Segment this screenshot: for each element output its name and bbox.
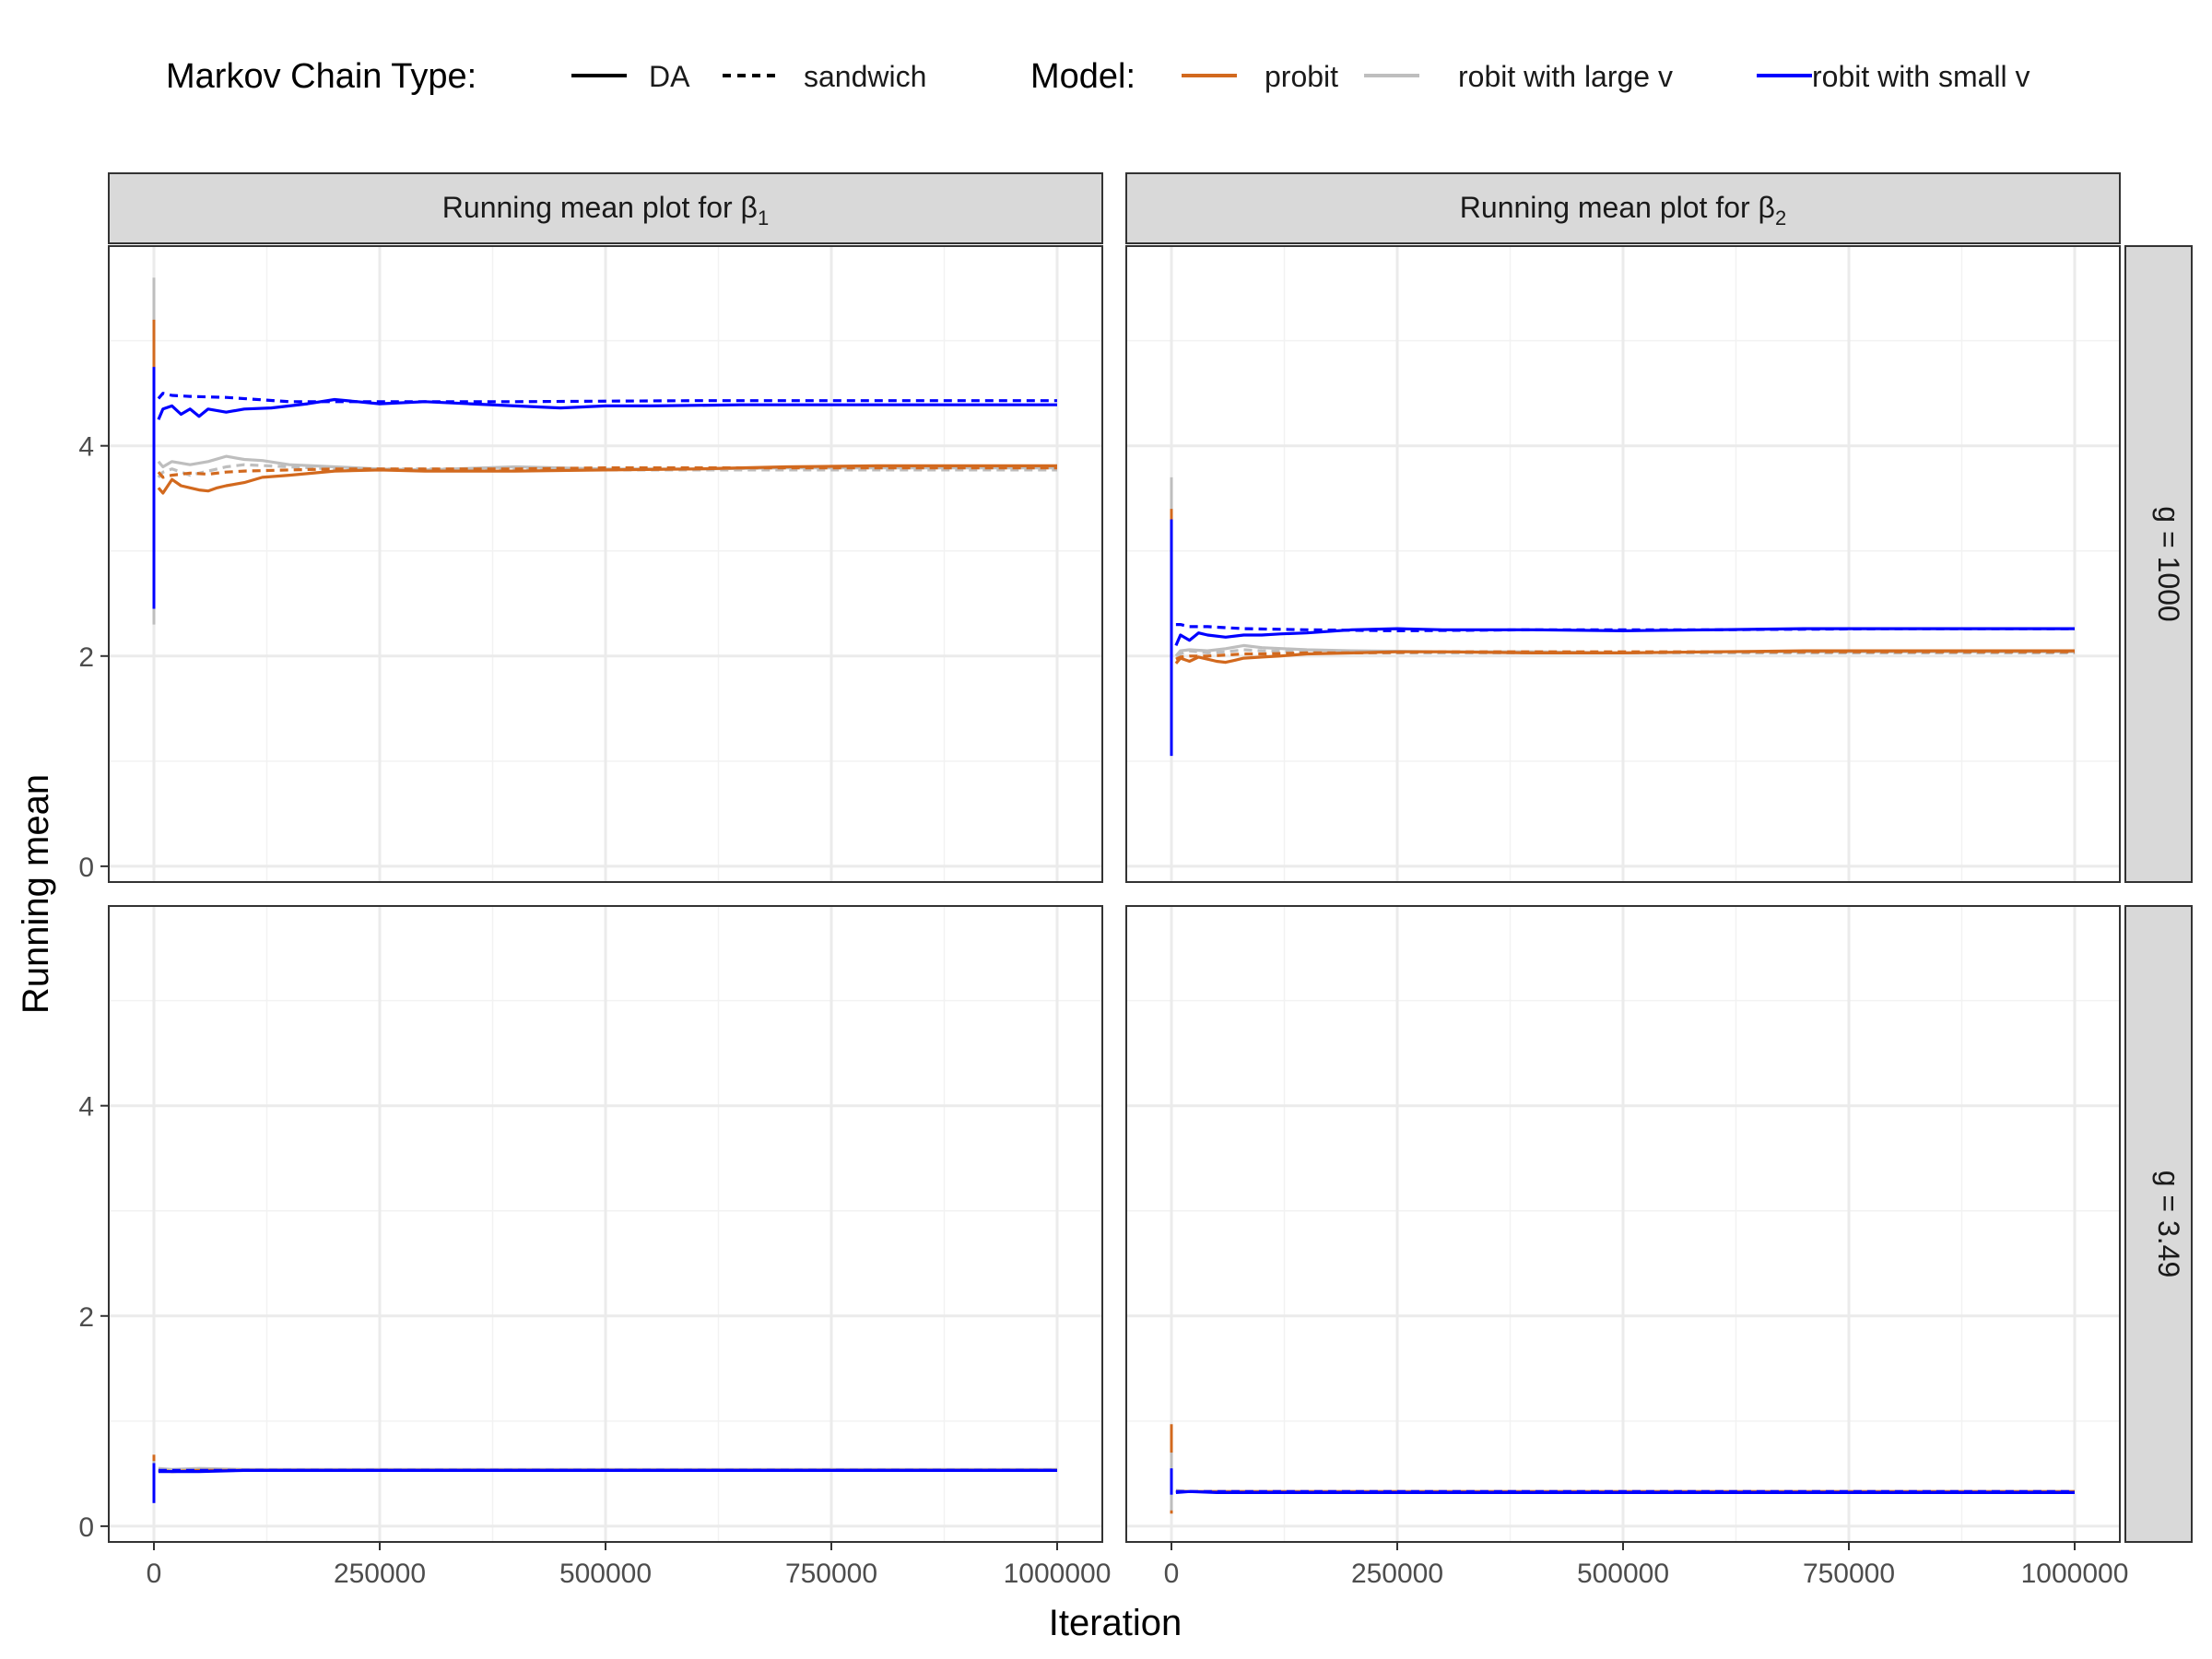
legend-label-robit-small: robit with small v [1812, 60, 2030, 93]
x-tick-label: 250000 [334, 1559, 426, 1589]
series-line-probit-sandwich [157, 466, 1057, 479]
strip-row-1-label: g = 1000 [2152, 506, 2185, 621]
legend: Markov Chain Type: DA sandwich Model: pr… [166, 57, 2030, 96]
series-line-robit-with-large-v-sandwich [157, 463, 1057, 478]
panel-2-1: 0 2 4 0 250000 500000 750000 1000000 [78, 905, 1112, 1589]
x-tick-label: 0 [147, 1559, 162, 1589]
y-tick-label: 0 [78, 853, 94, 883]
y-axis-title: Running mean [16, 774, 56, 1014]
panel-2-2: 0 250000 500000 750000 1000000 [1125, 905, 2129, 1589]
y-tick-label: 4 [78, 432, 94, 463]
y-tick-label: 2 [78, 1302, 94, 1333]
x-tick-label: 1000000 [1004, 1559, 1112, 1589]
strip-row-2-label: g = 3.49 [2152, 1171, 2185, 1278]
legend-label-probit: probit [1265, 60, 1338, 93]
strip-col-1 [108, 172, 1103, 244]
x-axis-title: Iteration [1049, 1603, 1182, 1643]
legend-chain-title: Markov Chain Type: [166, 57, 477, 96]
strip-col-2-label: Running mean plot for β2 [1460, 191, 1786, 229]
strip-row-2 [2124, 905, 2193, 1543]
x-tick-label: 500000 [559, 1559, 652, 1589]
x-tick-label: 750000 [785, 1559, 877, 1589]
panels: 0 2 4 0 2 4 0 250000 500000 750000 1000000 0 250000 5… [78, 245, 2129, 1589]
y-tick-label: 4 [78, 1092, 94, 1123]
series-line-robit-with-small-v-DA [1175, 1489, 2075, 1495]
legend-label-sandwich: sandwich [804, 60, 926, 93]
y-tick-label: 2 [78, 642, 94, 673]
panel-1-1: 0 2 4 [78, 245, 1103, 883]
y-tick-label: 0 [78, 1512, 94, 1543]
x-tick-label: 1000000 [2021, 1559, 2129, 1589]
series-line-robit-with-small-v-sandwich [157, 392, 1057, 404]
legend-model-title: Model: [1030, 57, 1135, 96]
legend-label-da: DA [649, 60, 690, 93]
series-line-robit-with-small-v-DA [158, 1468, 1057, 1474]
x-tick-label: 750000 [1803, 1559, 1895, 1589]
panel-border [1125, 245, 2121, 883]
strip-row-1 [2124, 245, 2193, 883]
series-line-robit-with-small-v-DA [1174, 627, 2075, 647]
panel-border [108, 245, 1103, 883]
strip-col-2 [1125, 172, 2121, 244]
series-line-probit-sandwich [1175, 650, 2075, 661]
panel-1-2 [1125, 245, 2121, 883]
strip-col-1-label: Running mean plot for β1 [442, 191, 769, 229]
series-line-robit-with-small-v-DA [157, 397, 1057, 420]
legend-label-robit-large: robit with large v [1458, 60, 1673, 93]
x-tick-label: 250000 [1351, 1559, 1443, 1589]
x-tick-label: 0 [1164, 1559, 1180, 1589]
x-tick-label: 500000 [1577, 1559, 1669, 1589]
